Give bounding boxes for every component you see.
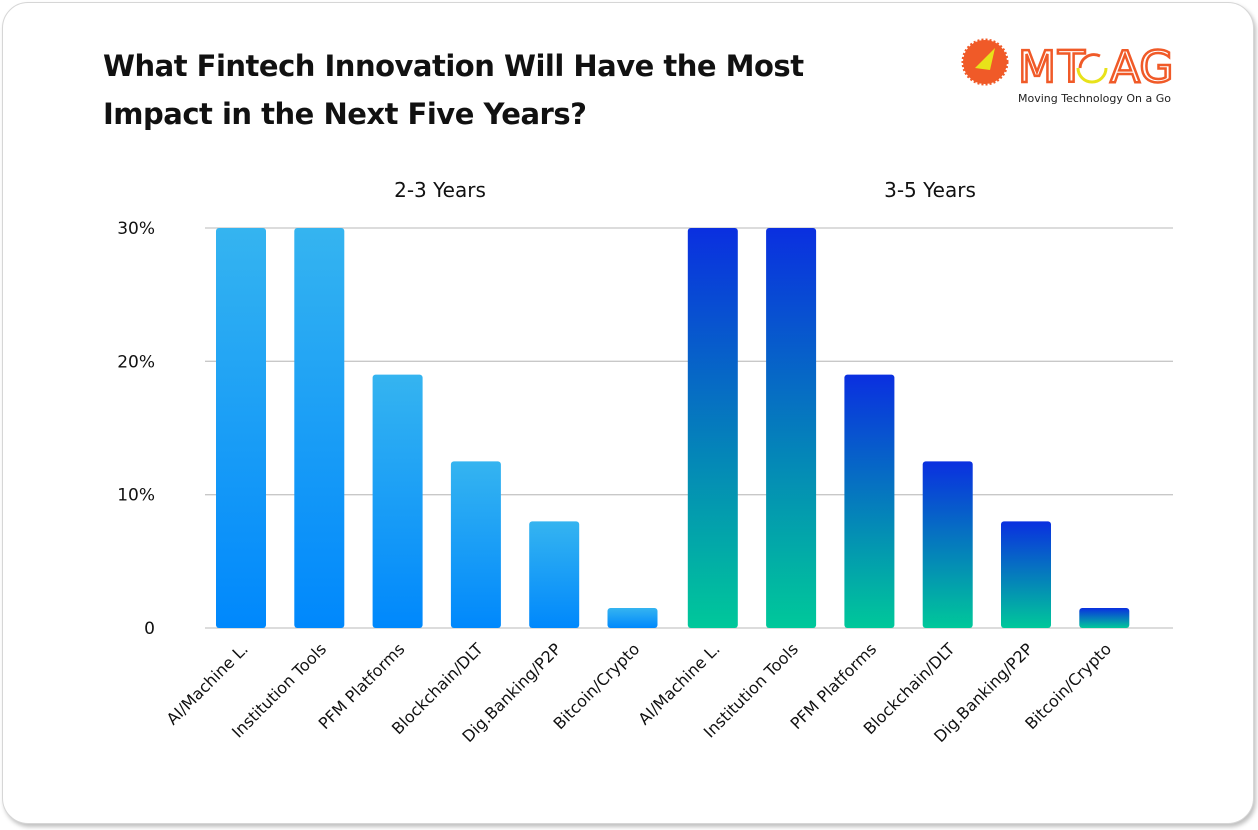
- y-tick-label: 0: [144, 619, 155, 639]
- svg-text:MT: MT: [1018, 42, 1087, 93]
- chart-title: What Fintech Innovation Will Have the Mo…: [103, 49, 804, 131]
- bar: [766, 228, 817, 628]
- svg-text:AG: AG: [1110, 42, 1173, 93]
- panel-label: 3-5 Years: [884, 178, 976, 202]
- bar: [294, 228, 345, 628]
- svg-text:Moving Technology On a Go: Moving Technology On a Go: [1018, 92, 1171, 105]
- bar: [687, 228, 738, 628]
- bar: [450, 461, 501, 628]
- bar: [372, 374, 423, 628]
- bar: [1079, 608, 1130, 628]
- bar: [216, 228, 266, 628]
- bar: [529, 521, 580, 628]
- x-tick-label: AI/Machine L.: [163, 639, 252, 728]
- sun-icon: [961, 38, 1009, 86]
- y-tick-label: 20%: [117, 352, 155, 372]
- panel-label: 2-3 Years: [394, 178, 486, 202]
- bar: [1001, 521, 1051, 628]
- bar: [922, 461, 973, 628]
- y-tick-label: 30%: [117, 219, 155, 239]
- bar: [844, 374, 895, 628]
- bar: [607, 608, 658, 628]
- y-tick-label: 10%: [117, 486, 155, 506]
- mtoag-logo: MT AG Moving Technology On a Go: [960, 38, 1200, 108]
- x-tick-label: AI/Machine L.: [634, 639, 723, 728]
